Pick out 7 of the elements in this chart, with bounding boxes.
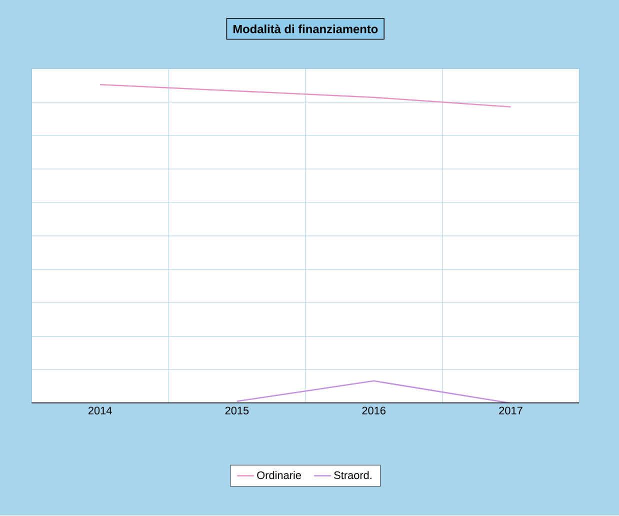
x-tick-label: 2015: [225, 406, 249, 415]
chart-title: Modalità di finanziamento: [233, 24, 378, 34]
x-tick-label: 2017: [499, 406, 522, 415]
x-tick-label: 2016: [362, 406, 386, 415]
legend-label: Ordinarie: [257, 471, 302, 480]
legend-label: Straord.: [334, 471, 372, 480]
x-tick-label: 2014: [88, 406, 112, 415]
